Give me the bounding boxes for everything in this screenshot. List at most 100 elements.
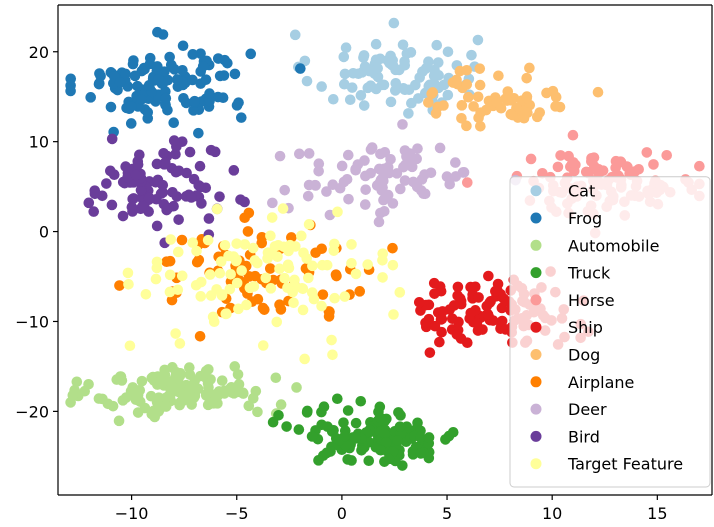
data-point [350, 417, 362, 429]
data-point [303, 272, 314, 284]
data-point [356, 444, 367, 456]
legend-marker [530, 376, 542, 388]
data-point [250, 385, 262, 397]
data-point [501, 95, 513, 106]
data-point [125, 385, 137, 397]
data-point [194, 330, 206, 342]
data-point [114, 280, 125, 291]
data-point [224, 283, 236, 295]
data-point [137, 200, 148, 212]
legend-marker [530, 403, 542, 415]
data-point [355, 90, 367, 101]
data-point [187, 237, 199, 248]
data-point [297, 304, 309, 316]
data-point [97, 393, 108, 405]
data-point [303, 219, 315, 230]
data-point [162, 202, 174, 214]
data-point [158, 148, 169, 159]
data-point [229, 68, 241, 80]
legend-marker [530, 185, 542, 197]
data-point [233, 303, 244, 315]
legend-label: Frog [568, 209, 602, 228]
series-truck [267, 393, 459, 471]
data-point [329, 292, 340, 304]
data-point [359, 199, 371, 210]
data-point [152, 26, 163, 38]
data-point [288, 297, 299, 309]
data-point [200, 74, 212, 85]
data-point [334, 182, 346, 194]
data-point [279, 272, 290, 284]
data-point [177, 390, 189, 401]
data-point [387, 198, 399, 209]
data-point [346, 82, 358, 93]
data-point [431, 39, 443, 51]
data-point [275, 304, 287, 315]
data-point [397, 119, 408, 130]
data-point [379, 428, 390, 440]
data-point [453, 316, 464, 328]
data-point [252, 406, 263, 418]
legend-label: Truck [567, 264, 611, 283]
data-point [204, 269, 216, 280]
data-point [430, 108, 442, 119]
data-point [172, 246, 184, 258]
legend-item: Dog [530, 346, 600, 365]
data-point [202, 234, 214, 246]
data-point [134, 396, 146, 407]
data-point [316, 300, 327, 312]
data-point [379, 146, 391, 158]
data-point [420, 317, 431, 329]
data-point [164, 51, 175, 63]
data-point [322, 421, 333, 433]
data-point [366, 142, 378, 153]
legend-marker [530, 239, 542, 251]
data-point [260, 272, 272, 284]
data-point [387, 242, 398, 254]
data-point [200, 365, 212, 377]
data-point [266, 212, 278, 223]
data-point [648, 159, 659, 170]
data-point [124, 340, 136, 352]
data-point [350, 268, 362, 280]
data-point [364, 65, 375, 77]
data-point [132, 407, 144, 418]
data-point [461, 120, 472, 132]
data-point [328, 93, 339, 105]
data-point [339, 291, 351, 302]
data-point [307, 260, 318, 272]
data-point [264, 263, 276, 274]
data-point [129, 70, 141, 82]
data-point [428, 277, 440, 289]
data-point [155, 375, 166, 387]
data-point [474, 63, 486, 74]
data-point [244, 282, 256, 294]
data-point [382, 189, 394, 201]
data-point [180, 97, 192, 109]
data-point [215, 256, 227, 267]
data-point [552, 161, 564, 173]
data-point [407, 449, 419, 460]
data-point [524, 62, 535, 74]
data-point [220, 308, 232, 320]
data-point [164, 269, 176, 281]
data-point [209, 146, 221, 158]
data-point [306, 431, 318, 442]
data-point [239, 239, 251, 250]
y-tick-label: 10 [29, 133, 49, 152]
data-point [65, 397, 76, 408]
data-point [204, 88, 215, 99]
data-point [372, 63, 384, 74]
series-target-feature [122, 203, 406, 365]
data-point [170, 371, 181, 383]
legend-label: Airplane [568, 373, 634, 392]
data-point [153, 406, 164, 417]
data-point [343, 193, 354, 205]
data-point [412, 143, 423, 154]
data-point [283, 262, 295, 274]
data-point [362, 82, 374, 94]
data-point [85, 92, 96, 103]
data-point [456, 112, 467, 124]
data-point [257, 340, 269, 351]
data-point [237, 388, 249, 399]
